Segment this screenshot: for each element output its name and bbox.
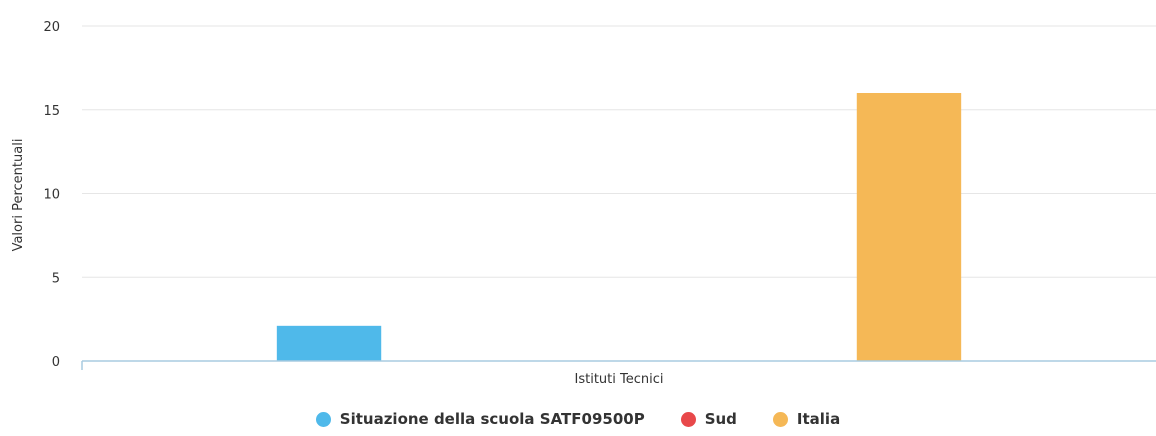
grid-lines [82,25,1156,278]
bar-situazione[interactable] [276,325,382,361]
legend-item-sud[interactable]: Sud [680,410,737,428]
y-axis-title: Valori Percentuali [11,139,26,252]
legend-swatch-italia [772,411,788,427]
x-tick-label: Istituti Tecnici [575,372,664,387]
legend-label-sud: Sud [704,410,737,428]
legend-item-italia[interactable]: Italia [772,410,841,428]
y-tick-label: 20 [43,20,60,35]
y-axis-ticks: 0 5 10 15 20 [43,20,60,370]
y-tick-label: 15 [43,104,60,119]
legend-swatch-scuola [315,411,331,427]
legend-swatch-sud [680,411,696,427]
legend: Situazione della scuola SATF09500P Sud I… [0,410,1156,428]
legend-label-italia: Italia [796,410,841,428]
legend-item-scuola[interactable]: Situazione della scuola SATF09500P [315,410,645,428]
bars [276,93,962,361]
legend-label-scuola: Situazione della scuola SATF09500P [339,410,645,428]
y-tick-label: 5 [52,271,60,286]
bar-italia[interactable] [856,93,962,361]
bar-chart: 0 5 10 15 20 Istituti Tecnici Valori Percent… [11,20,1156,387]
y-tick-label: 10 [43,188,60,203]
y-tick-label: 0 [52,355,60,370]
